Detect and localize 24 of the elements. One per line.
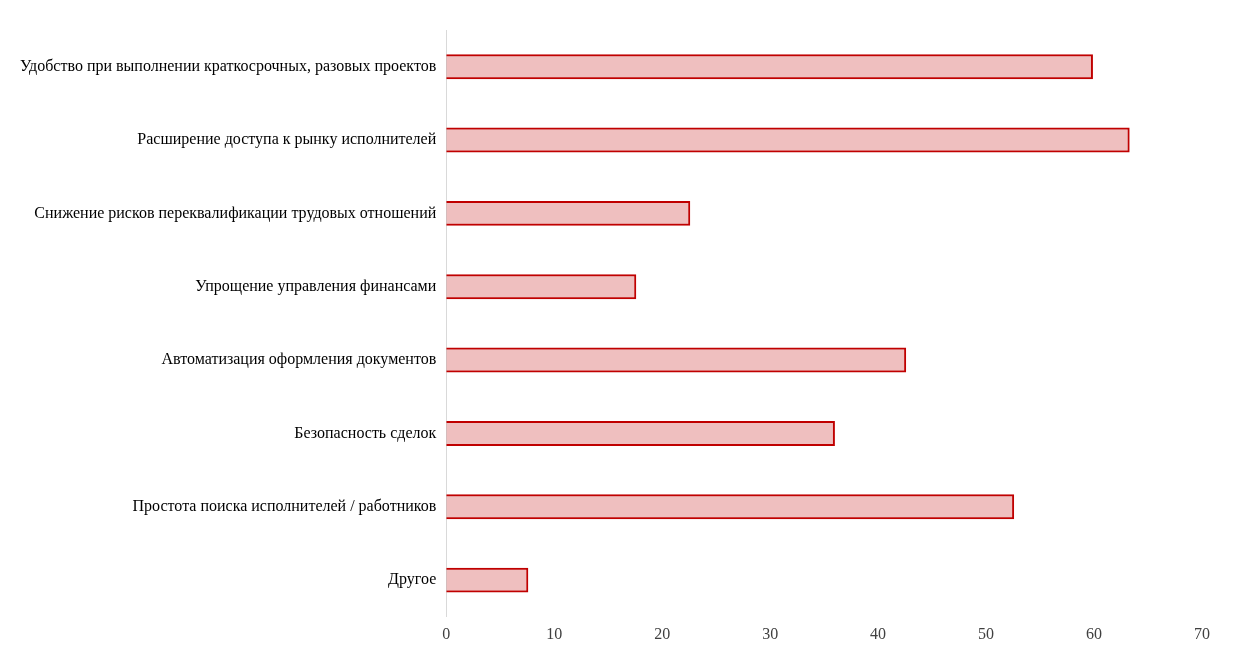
- x-tick-label: 60: [1086, 624, 1103, 642]
- y-tick-label: Другое: [388, 570, 437, 589]
- y-tick-label: Удобство при выполнении краткосрочных, разовых проектов: [19, 56, 437, 75]
- bar: [446, 127, 1130, 153]
- y-tick-label: Снижение рисков переквалификации трудовых отношений: [34, 203, 437, 222]
- bar: [446, 54, 1093, 80]
- x-tick-label: 20: [654, 624, 671, 642]
- y-tick-label: Расширение доступа к рынку исполнителей: [137, 130, 437, 149]
- bar: [446, 567, 529, 593]
- y-tick-label: Автоматизация оформления документов: [161, 350, 437, 369]
- bar: [446, 200, 691, 226]
- x-tick-label: 50: [978, 624, 995, 642]
- x-tick-label: 10: [546, 624, 563, 642]
- x-tick-label: 40: [870, 624, 887, 642]
- y-tick-label: Упрощение управления финансами: [195, 276, 437, 295]
- y-tick-label: Простота поиска исполнителей / работников: [132, 496, 437, 515]
- x-tick-label: 70: [1194, 624, 1210, 642]
- y-tick-label: Безопасность сделок: [294, 423, 437, 442]
- bar: [446, 347, 907, 373]
- bar: [446, 274, 637, 300]
- x-tick-label: 30: [762, 624, 779, 642]
- bar: [446, 420, 835, 446]
- bar: [446, 494, 1015, 520]
- x-tick-label: 0: [442, 624, 451, 642]
